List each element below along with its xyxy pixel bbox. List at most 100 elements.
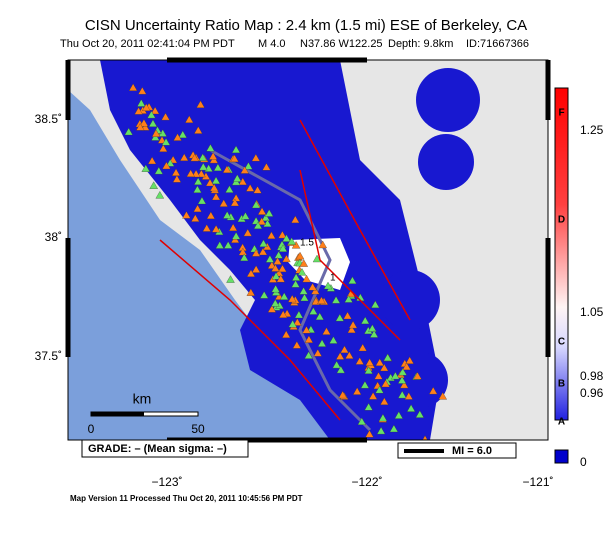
station [262, 162, 271, 171]
station [322, 327, 331, 335]
station [202, 224, 212, 232]
station [344, 295, 353, 303]
station [308, 282, 317, 291]
station [304, 335, 314, 343]
station [259, 239, 268, 247]
subtitle-magnitude: M 4.0 [258, 38, 286, 50]
station [179, 153, 189, 161]
subtitle-date: Thu Oct 20, 2011 02:41:04 PM PDT [60, 38, 235, 50]
station [338, 390, 347, 399]
station [300, 293, 309, 302]
station [375, 385, 384, 394]
station [348, 276, 357, 284]
station [368, 392, 378, 400]
subtitle: Thu Oct 20, 2011 02:41:04 PM PDT M 4.0 N… [60, 38, 529, 50]
station [352, 387, 362, 395]
station [222, 165, 232, 173]
station [360, 380, 370, 389]
station [273, 257, 282, 265]
station [397, 376, 407, 384]
station [124, 127, 133, 136]
station [246, 288, 256, 296]
station [251, 200, 261, 209]
station [147, 110, 156, 119]
colorbar-label: 1.05 [580, 305, 604, 319]
station [238, 247, 248, 256]
station [380, 397, 389, 405]
station [271, 264, 280, 272]
station [257, 217, 266, 225]
station [197, 169, 206, 178]
station [135, 123, 145, 131]
station [323, 281, 333, 290]
station [360, 316, 370, 325]
lat-labels: 38.5˚ 38˚ 37.5˚ [35, 112, 62, 363]
station [264, 209, 274, 217]
scale-label: 0 [88, 422, 95, 436]
station [141, 103, 151, 111]
station [332, 360, 341, 369]
station [150, 106, 160, 115]
station [182, 211, 191, 219]
station [274, 251, 283, 259]
station [271, 284, 280, 293]
colorbar [554, 87, 569, 421]
station [228, 223, 238, 231]
station [399, 380, 409, 389]
station [239, 253, 249, 262]
station [391, 371, 400, 380]
station [292, 341, 302, 349]
station [295, 251, 305, 260]
station [267, 261, 277, 269]
station [206, 211, 216, 219]
station [398, 367, 407, 376]
lon-labels: −123˚ −122˚ −121˚ [151, 475, 553, 489]
station [161, 112, 170, 121]
station [309, 307, 318, 315]
station [381, 379, 390, 388]
station [211, 176, 221, 184]
station [197, 196, 207, 205]
station [171, 168, 181, 176]
station [368, 324, 377, 332]
station [329, 336, 338, 344]
station [161, 137, 171, 146]
colorbar-zero [554, 449, 569, 464]
station [294, 310, 304, 319]
station [191, 214, 200, 222]
station [251, 265, 261, 273]
station [134, 107, 143, 115]
frame-ticks [65, 57, 551, 443]
station [281, 330, 291, 338]
station [302, 274, 311, 283]
station [340, 345, 349, 353]
station [347, 325, 356, 333]
station [193, 177, 203, 185]
faults [159, 119, 411, 421]
station [278, 310, 288, 318]
station [258, 247, 268, 256]
station [282, 234, 291, 242]
station [271, 272, 281, 280]
station [241, 212, 250, 220]
station [147, 156, 157, 165]
station [261, 213, 271, 222]
mi-bar [404, 449, 444, 453]
station [223, 241, 233, 249]
grade-letter: C [558, 337, 565, 348]
station [215, 241, 225, 249]
station [139, 118, 149, 127]
station [371, 300, 380, 308]
station [138, 86, 147, 95]
grade: GRADE: – (Mean sigma: –) [88, 443, 227, 455]
station [375, 358, 385, 366]
bay [209, 148, 372, 432]
station [331, 296, 341, 304]
station [422, 435, 428, 440]
station [196, 100, 205, 108]
mi-box [397, 442, 517, 459]
station [369, 330, 379, 338]
grade-letter: A [558, 417, 565, 428]
mi-label: MI = 6.0 [452, 445, 492, 457]
station [230, 154, 239, 163]
